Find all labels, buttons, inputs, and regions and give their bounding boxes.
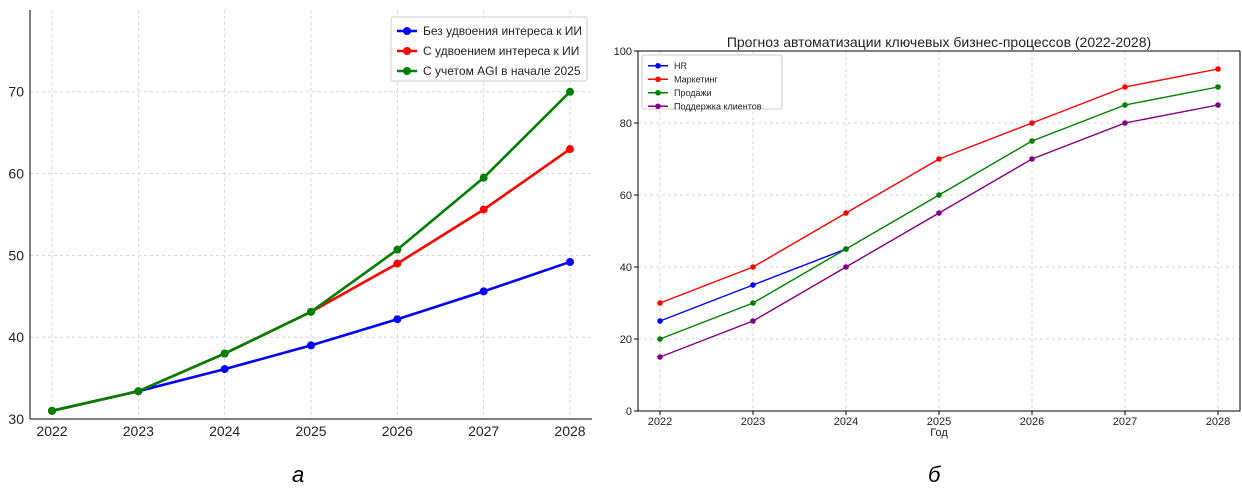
- data-point: [566, 257, 574, 266]
- data-point: [936, 156, 942, 162]
- x-tick-label: 2024: [834, 416, 858, 428]
- legend-label: С учетом AGI в начале 2025: [423, 64, 581, 78]
- data-point: [843, 210, 849, 216]
- y-tick-label: 0: [626, 406, 632, 418]
- legend-label: Продажи: [674, 88, 712, 98]
- data-point: [1122, 84, 1128, 90]
- data-point: [843, 246, 849, 252]
- legend-swatch-marker: [403, 67, 411, 75]
- legend: Без удвоения интереса к ИИ С удвоением ин…: [390, 16, 588, 82]
- data-point: [393, 259, 402, 268]
- data-point: [750, 282, 756, 288]
- legend-box: [390, 16, 588, 82]
- legend-swatch-marker: [655, 62, 661, 69]
- data-point: [307, 307, 315, 316]
- data-point: [1215, 66, 1221, 72]
- data-point: [479, 287, 488, 296]
- x-axis-label: Год: [930, 427, 948, 439]
- data-point: [1215, 102, 1221, 108]
- y-tick-label: 80: [620, 118, 632, 130]
- y-tick-label: 30: [8, 411, 24, 427]
- data-point: [479, 205, 488, 214]
- data-point: [1122, 120, 1128, 126]
- x-tick-label: 2023: [741, 416, 765, 428]
- data-point: [1122, 102, 1128, 108]
- y-tick-label: 40: [8, 329, 24, 345]
- legend-swatch-marker: [403, 47, 411, 55]
- x-tick-label: 2026: [382, 423, 413, 439]
- data-point: [393, 245, 402, 254]
- caption-a: а: [292, 462, 305, 487]
- data-point: [1029, 156, 1035, 162]
- chart-a: 2022 2023 2024 2025 2026 2027 2028 30 40 50 60 70 Бе…: [8, 10, 592, 439]
- data-point: [566, 87, 574, 96]
- x-tick-label: 2027: [468, 423, 499, 439]
- y-tick-label: 100: [614, 46, 632, 58]
- legend-swatch-marker: [655, 76, 661, 83]
- data-point: [843, 264, 849, 270]
- data-point: [1029, 120, 1035, 126]
- data-point: [1215, 84, 1221, 90]
- legend-swatch-marker: [655, 103, 661, 110]
- x-tick-label: 2025: [927, 416, 951, 428]
- data-point: [393, 315, 402, 324]
- legend-label: Маркетинг: [674, 74, 718, 84]
- y-tick-label: 60: [620, 190, 632, 202]
- legend-label: Без удвоения интереса к ИИ: [423, 24, 582, 38]
- data-point: [134, 387, 143, 396]
- data-point: [657, 336, 663, 342]
- y-tick-label: 20: [620, 334, 632, 346]
- legend-label: Поддержка клиентов: [674, 101, 762, 111]
- legend: HR Маркетинг Продажи Поддержка клиентов: [641, 54, 783, 111]
- legend-box: [641, 54, 783, 110]
- x-tick-label: 2025: [295, 423, 326, 439]
- caption-b: б: [928, 462, 941, 487]
- x-tick-label: 2022: [648, 416, 672, 428]
- x-tick-label: 2023: [123, 423, 154, 439]
- data-point: [566, 145, 574, 154]
- x-tick-label: 2028: [1206, 416, 1230, 428]
- data-point: [750, 300, 756, 306]
- x-tick-label: 2026: [1020, 416, 1044, 428]
- y-tick-label: 70: [8, 84, 24, 100]
- chart-b: 2022 2023 2024 2025 2026 2027 2028 0 20 40 60 80 100…: [614, 34, 1241, 439]
- data-point: [220, 365, 229, 374]
- data-point: [750, 318, 756, 324]
- x-tick-label: 2028: [554, 423, 585, 439]
- data-point: [657, 300, 663, 306]
- legend-label: С удвоением интереса к ИИ: [423, 44, 579, 58]
- legend-swatch-marker: [655, 89, 661, 96]
- x-tick-label: 2027: [1113, 416, 1137, 428]
- legend-label: HR: [674, 61, 687, 71]
- chart-title: Прогноз автоматизации ключевых бизнес-пр…: [727, 34, 1151, 50]
- data-point: [936, 210, 942, 216]
- legend-swatch-marker: [403, 27, 411, 35]
- data-point: [48, 406, 56, 415]
- data-point: [1029, 138, 1035, 144]
- x-tick-label: 2024: [209, 423, 240, 439]
- data-point: [936, 192, 942, 198]
- data-point: [750, 264, 756, 270]
- x-tick-label: 2022: [36, 423, 67, 439]
- y-tick-label: 40: [620, 262, 632, 274]
- data-point: [307, 341, 315, 350]
- data-point: [220, 349, 229, 358]
- data-point: [479, 173, 488, 182]
- y-tick-label: 50: [8, 247, 24, 263]
- data-point: [657, 354, 663, 360]
- y-tick-label: 60: [8, 166, 24, 182]
- data-point: [657, 318, 663, 324]
